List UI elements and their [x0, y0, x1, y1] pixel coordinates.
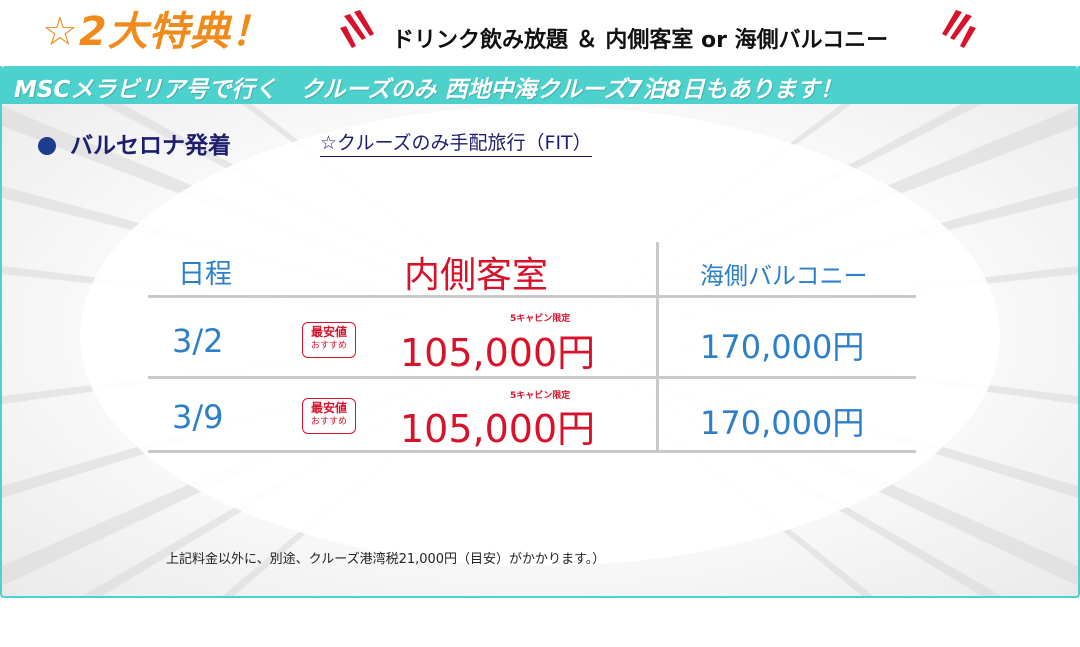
table-divider — [148, 295, 916, 298]
burst-lines-icon — [340, 10, 374, 48]
fit-link[interactable]: ☆クルーズのみ手配旅行（FIT） — [320, 128, 592, 157]
departure-label: バルセロナ発着 — [70, 133, 231, 159]
inside-cabin-price: 105,000円 — [400, 407, 596, 451]
header-ocean-balcony: 海側バルコニー — [700, 262, 868, 290]
departure-port: バルセロナ発着 — [38, 126, 231, 160]
badge-main-text: 最安値 — [310, 401, 347, 415]
perk-title: ☆2大特典！ — [42, 6, 272, 58]
star-icon: ☆ — [42, 9, 79, 55]
badge-sub-text: おすすめ — [310, 417, 347, 427]
burst-lines-icon — [942, 10, 976, 48]
ocean-balcony-price: 170,000円 — [700, 328, 865, 366]
header: ☆2大特典！ ドリンク飲み放題 ＆ 内側客室 or 海側バルコニー — [0, 0, 1080, 66]
banner-text: MSCメラビリア号で行く クルーズのみ 西地中海クルーズ7泊8日もあります！ — [14, 77, 843, 103]
perk-title-text: 2大特典！ — [78, 9, 272, 55]
bullet-dot-icon — [38, 137, 56, 155]
column-divider — [656, 242, 659, 452]
badge-sub-text: おすすめ — [310, 341, 347, 351]
cabin-limit-note: 5キャビン限定 — [510, 314, 571, 324]
table-divider — [148, 450, 916, 453]
header-schedule: 日程 — [178, 259, 232, 290]
header-inside-cabin: 内側客室 — [404, 255, 549, 296]
cheapest-badge: 最安値 おすすめ — [302, 322, 356, 358]
row-date: 3/9 — [172, 398, 224, 436]
ocean-balcony-price: 170,000円 — [700, 404, 865, 442]
inside-cabin-price: 105,000円 — [400, 331, 596, 375]
table-divider — [148, 376, 916, 379]
promo-banner: MSCメラビリア号で行く クルーズのみ 西地中海クルーズ7泊8日もあります！ — [2, 66, 1078, 104]
cruise-panel: MSCメラビリア号で行く クルーズのみ 西地中海クルーズ7泊8日もあります！ バ… — [0, 66, 1080, 598]
tax-footnote: 上記料金以外に、別途、クルーズ港湾税21,000円（目安）がかかります。） — [166, 552, 606, 567]
perk-description: ドリンク飲み放題 ＆ 内側客室 or 海側バルコニー — [392, 28, 889, 53]
cabin-limit-note: 5キャビン限定 — [510, 391, 571, 401]
badge-main-text: 最安値 — [310, 325, 347, 339]
cheapest-badge: 最安値 おすすめ — [302, 398, 356, 434]
speed-lines-background — [2, 104, 1078, 596]
row-date: 3/2 — [172, 322, 224, 360]
